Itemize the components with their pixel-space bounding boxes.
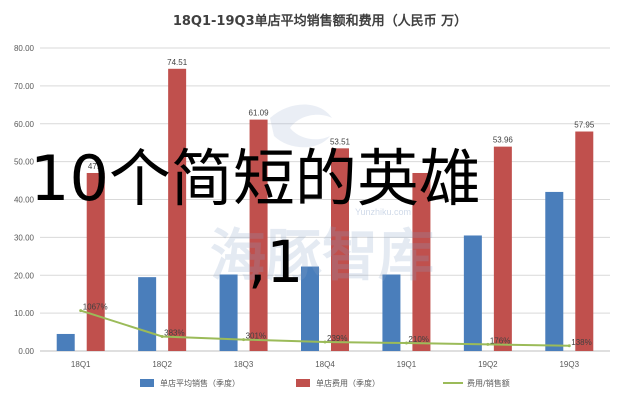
x-tick-label: 19Q1 <box>397 360 417 369</box>
bar-sales <box>138 277 157 351</box>
y-tick-label: 0.00 <box>18 347 34 356</box>
bar-cost <box>331 148 349 351</box>
x-tick-label: 19Q3 <box>559 360 579 369</box>
x-tick-label: 18Q4 <box>315 360 335 369</box>
y-tick-label: 70.00 <box>14 82 35 91</box>
x-tick-label: 19Q2 <box>478 360 498 369</box>
bar-cost <box>86 172 105 351</box>
bar-cost <box>412 172 431 351</box>
line-point <box>486 342 490 346</box>
legend-label: 单店费用（季度） <box>316 378 380 388</box>
y-tick-label: 80.00 <box>14 44 35 53</box>
bar-sales <box>219 274 238 351</box>
line-point <box>242 338 246 342</box>
chart-title: 18Q1-19Q3单店平均销售额和费用（人民币 万） <box>173 13 467 29</box>
bar-sales <box>56 333 75 351</box>
bar-data-label: 53.96 <box>493 136 514 145</box>
y-tick-label: 10.00 <box>14 309 35 318</box>
bar-cost <box>575 131 594 351</box>
y-tick-label: 40.00 <box>14 196 35 205</box>
line-data-label: 239% <box>327 334 347 343</box>
line-data-label: 138% <box>571 338 591 347</box>
y-tick-label: 30.00 <box>14 233 35 242</box>
x-tick-label: 18Q3 <box>234 360 254 369</box>
line-point <box>323 340 327 344</box>
line-data-label: 1067% <box>83 303 108 312</box>
legend-label: 单店平均销售（季度） <box>160 378 240 388</box>
bar-data-label: 74.51 <box>167 58 188 67</box>
line-data-label: 383% <box>164 328 184 337</box>
line-point <box>160 334 164 338</box>
y-tick-label: 60.00 <box>14 120 35 129</box>
legend-label: 费用/销售额 <box>467 378 510 388</box>
line-point <box>79 309 83 313</box>
bar-sales <box>463 235 482 351</box>
bar-data-label: 57.95 <box>574 121 595 130</box>
y-tick-label: 20.00 <box>14 271 35 280</box>
bar-cost <box>249 119 268 351</box>
bar-cost <box>493 146 512 351</box>
bar-data-label: 53.51 <box>330 137 351 146</box>
y-tick-label: 50.00 <box>14 158 35 167</box>
bar-sales <box>545 191 564 351</box>
line-point <box>404 341 408 345</box>
bar-data-label: 61.09 <box>249 109 270 118</box>
line-data-label: 301% <box>246 332 266 341</box>
bar-sales <box>301 266 319 351</box>
bar-cost <box>168 68 187 352</box>
line-point <box>567 344 571 348</box>
bar-sales <box>382 274 401 351</box>
x-tick-label: 18Q2 <box>152 360 172 369</box>
x-tick-label: 18Q1 <box>71 360 91 369</box>
bar-data-label: 47.0 <box>88 162 104 171</box>
line-data-label: 176% <box>490 336 510 345</box>
legend-swatch <box>140 379 154 387</box>
legend-swatch <box>296 379 310 387</box>
line-data-label: 210% <box>408 335 428 344</box>
